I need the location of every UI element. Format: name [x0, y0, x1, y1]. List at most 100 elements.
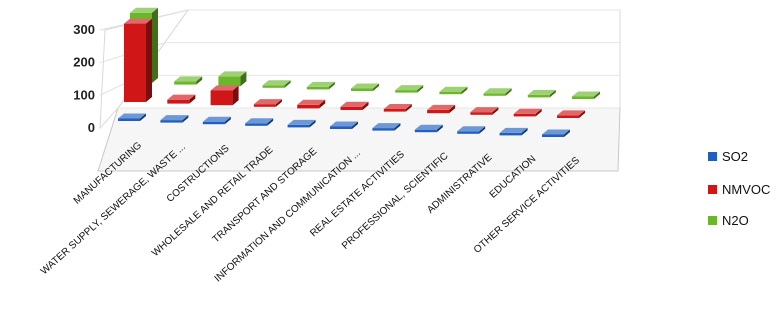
legend-swatch — [708, 152, 717, 161]
bar-nmvoc-3 — [210, 85, 239, 106]
bar-front — [262, 85, 285, 88]
bar-side — [449, 104, 456, 114]
bar-so2-1 — [118, 113, 146, 121]
bar-side — [564, 129, 570, 137]
bar-side — [362, 101, 369, 110]
bar-side — [182, 115, 189, 123]
bar-n2o-9 — [483, 88, 512, 96]
bar-front — [542, 134, 564, 137]
bar-n2o-8 — [439, 86, 468, 95]
bar-top — [262, 80, 291, 86]
bar-front — [340, 106, 363, 110]
legend-item-so2: SO2 — [708, 149, 748, 164]
bar-front — [470, 112, 493, 115]
legend-label: NMVOC — [722, 182, 770, 197]
bar-top — [372, 123, 401, 129]
bar-front — [124, 23, 146, 103]
bar-top — [457, 126, 486, 132]
bar-so2-8 — [414, 124, 443, 133]
legend-label: SO2 — [722, 149, 748, 164]
y-tick-label: 200 — [73, 55, 95, 70]
y-tick-label: 100 — [73, 87, 95, 102]
bar-front — [218, 76, 241, 87]
bar-top — [253, 99, 282, 105]
bar-front — [202, 121, 225, 125]
bar-so2-4 — [245, 118, 274, 126]
bar-side — [535, 108, 542, 117]
bar-top — [167, 94, 196, 100]
bar-front — [245, 123, 268, 126]
bar-top — [483, 88, 512, 94]
legend-swatch — [708, 216, 717, 225]
bar-so2-11 — [542, 129, 570, 137]
bar-top — [210, 85, 239, 91]
bar-side — [461, 86, 468, 95]
bar-side — [240, 71, 247, 87]
bar-n2o-7 — [395, 85, 424, 93]
bar-n2o-3 — [218, 71, 247, 87]
bar-side — [373, 83, 379, 91]
bar-so2-5 — [287, 119, 316, 128]
bar-front — [383, 108, 406, 112]
bar-side — [189, 94, 196, 104]
bar-top — [427, 104, 456, 110]
bar-front — [483, 93, 506, 96]
bar-so2-10 — [499, 127, 528, 136]
bar-top — [340, 101, 369, 107]
bar-side — [146, 18, 152, 103]
bar-front — [210, 90, 233, 106]
legend-label: N2O — [722, 213, 749, 228]
bar-top — [118, 113, 146, 119]
bar-nmvoc-11 — [557, 110, 585, 118]
bar-top — [383, 103, 412, 109]
bar-nmvoc-5 — [297, 99, 326, 109]
bar-nmvoc-4 — [253, 99, 282, 107]
bar-front — [557, 115, 579, 118]
bar-front — [174, 81, 197, 85]
bar-side — [152, 7, 158, 84]
bar-side — [267, 118, 274, 126]
bar-nmvoc-8 — [427, 104, 456, 114]
bar-top — [542, 129, 570, 135]
bar-top — [202, 116, 231, 122]
bar-top — [351, 83, 379, 89]
bar-top — [414, 124, 443, 130]
bar-side — [594, 91, 600, 99]
bars — [118, 7, 600, 137]
bar-front — [395, 90, 418, 93]
bar-top — [306, 81, 335, 87]
bar-top — [513, 108, 542, 114]
bar-n2o-6 — [351, 83, 379, 91]
bar-front — [457, 131, 480, 134]
bar-front — [439, 91, 462, 95]
bar-so2-7 — [372, 123, 401, 131]
bar-front — [160, 120, 183, 123]
bar-front — [167, 99, 190, 104]
bar-front — [118, 118, 140, 121]
bar-side — [521, 127, 528, 136]
bar-so2-3 — [202, 116, 231, 125]
bar-top — [130, 7, 158, 13]
bar-front — [287, 124, 310, 128]
bar-top — [395, 85, 424, 91]
bar-top — [218, 71, 247, 77]
bar-side — [275, 99, 282, 107]
bar-top — [174, 76, 203, 82]
bar-side — [549, 89, 556, 98]
bar-side — [328, 81, 335, 90]
legend-item-n2o: N2O — [708, 213, 749, 228]
bar-nmvoc-9 — [470, 107, 499, 115]
bar-side — [232, 85, 239, 106]
bar-n2o-11 — [572, 91, 600, 99]
legend: SO2 NMVOC N2O — [708, 149, 770, 228]
y-tick-label: 300 — [73, 22, 95, 37]
bar-front — [306, 86, 329, 90]
bar-top — [499, 127, 528, 133]
bar-front — [297, 104, 320, 109]
bar-front — [253, 104, 276, 107]
bar-front — [330, 126, 352, 129]
bar-top — [160, 115, 189, 121]
bar-side — [352, 121, 358, 129]
bar-side — [309, 119, 316, 128]
y-axis-ticks: 0 100 200 300 — [73, 22, 95, 135]
